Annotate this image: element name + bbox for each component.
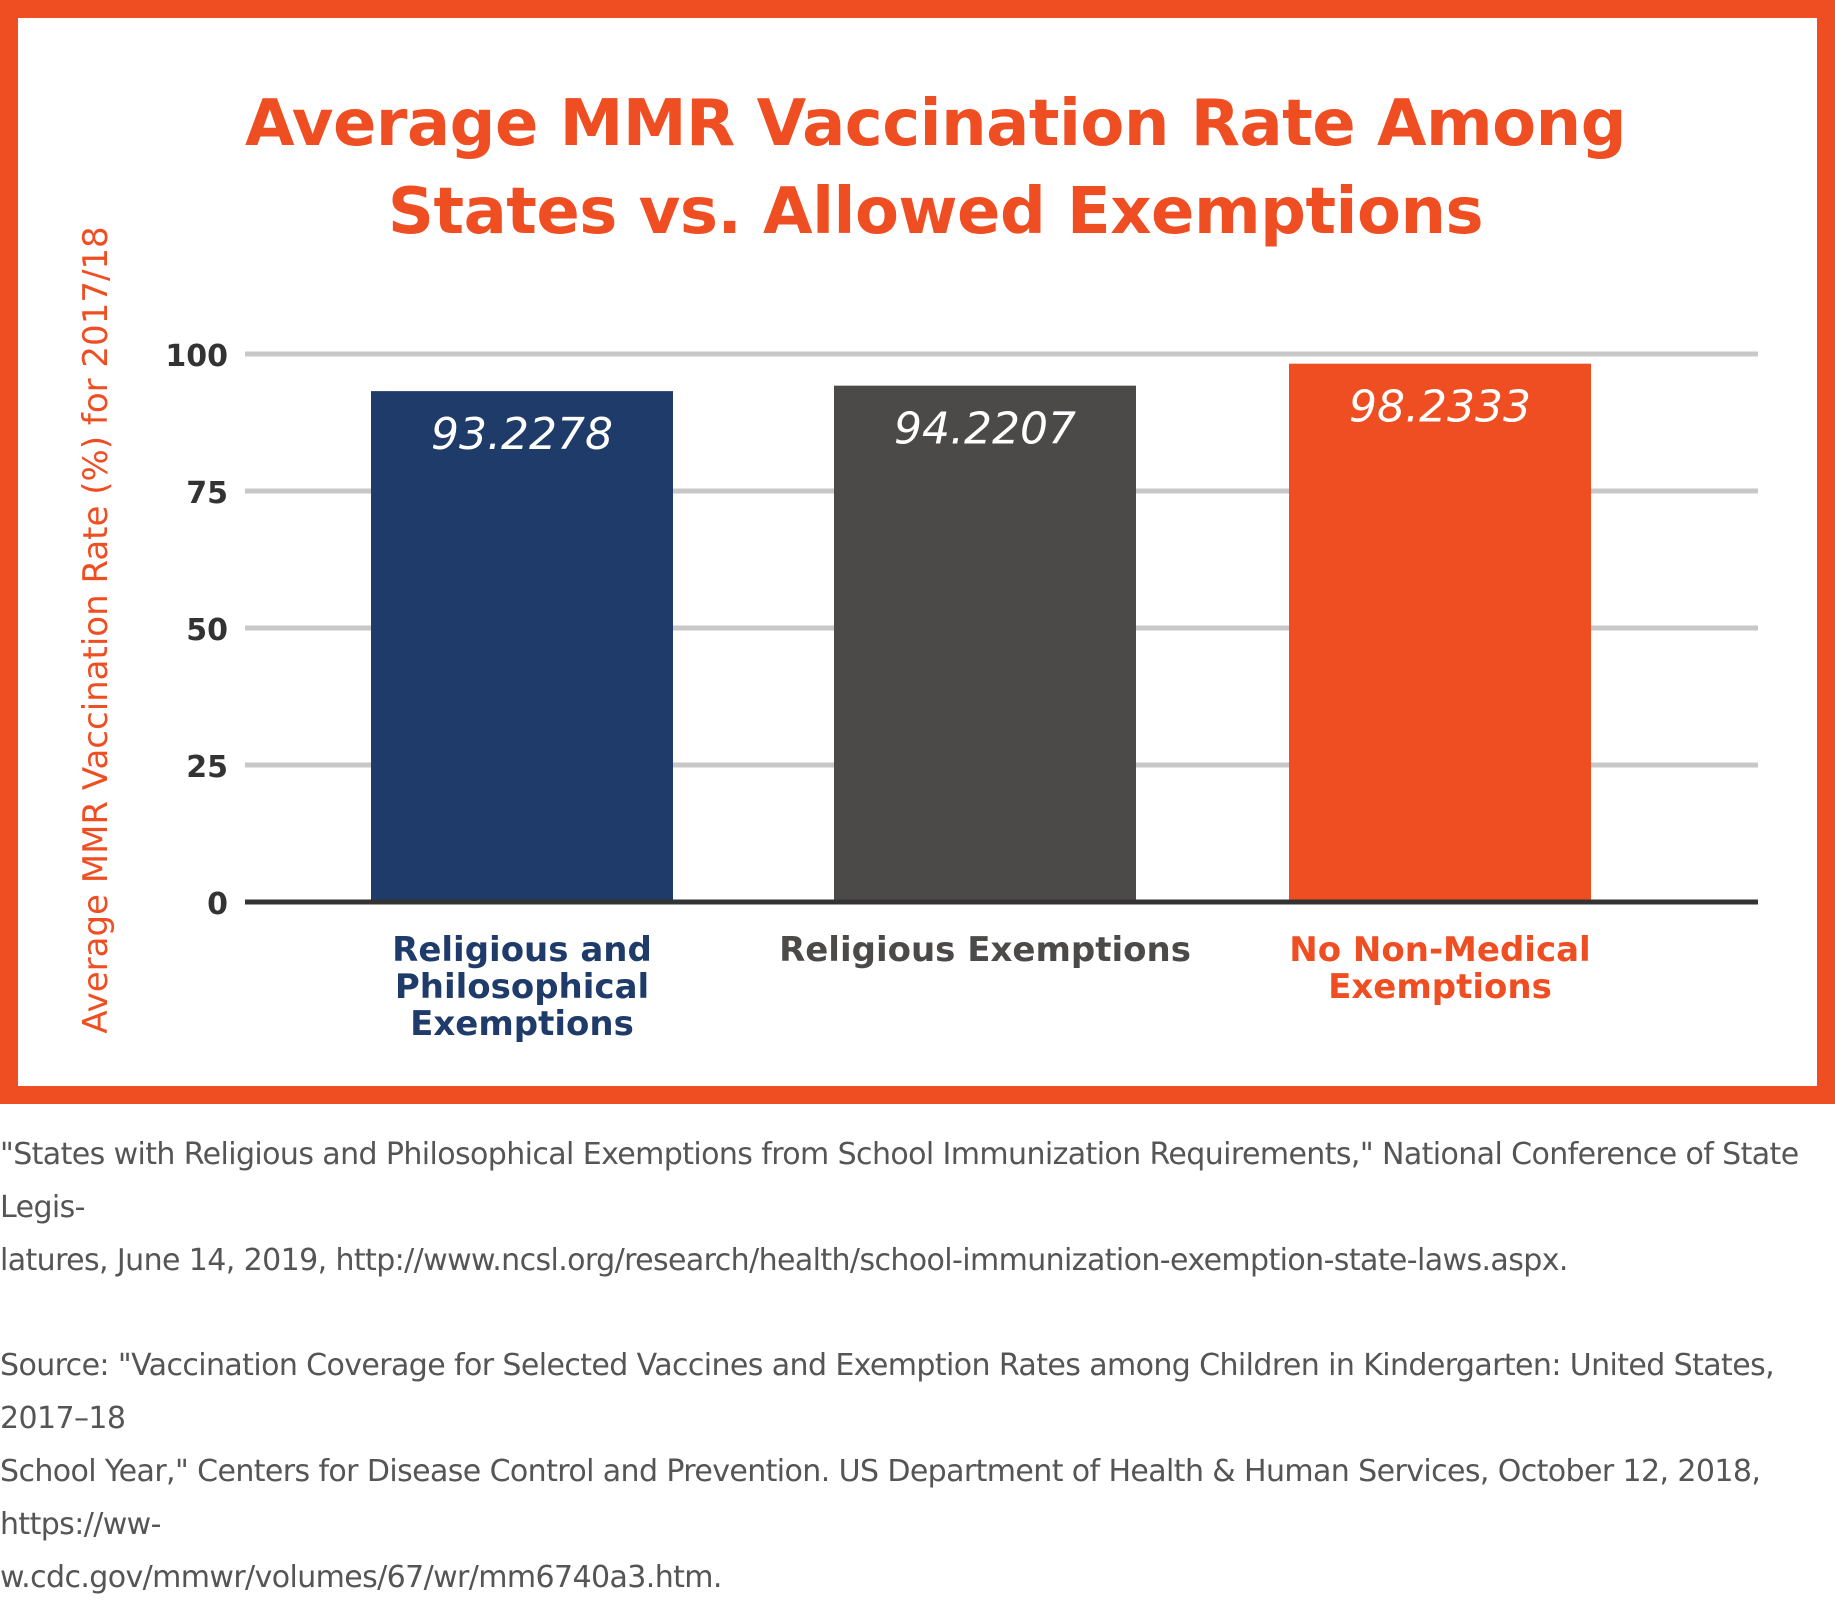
- y-tick-label-75: 75: [186, 476, 228, 511]
- bar-value-label-2: 94.2207: [894, 404, 1076, 455]
- x-category-label-1-line-1: Religious and: [392, 930, 652, 970]
- footnote-1-line-1: "States with Religious and Philosophical…: [0, 1137, 1799, 1225]
- chart-title: Average MMR Vaccination Rate Among State…: [18, 80, 1835, 256]
- x-category-label-2: Religious Exemptions: [779, 930, 1191, 970]
- chart-title-line-2: States vs. Allowed Exemptions: [387, 175, 1484, 249]
- y-tick-label-25: 25: [186, 750, 228, 785]
- footnote-2-line-2: School Year," Centers for Disease Contro…: [0, 1454, 1761, 1542]
- y-tick-label-50: 50: [186, 613, 228, 648]
- y-tick-label-0: 0: [207, 887, 228, 922]
- x-category-label-3: No Non-Medical Exemptions: [1289, 930, 1590, 1007]
- x-category-label-3-line-1: No Non-Medical: [1289, 930, 1590, 970]
- x-category-label-3-line-2: Exemptions: [1328, 967, 1552, 1007]
- bar-value-label-3: 98.2333: [1349, 382, 1531, 433]
- x-category-label-1-line-2: Philosophical: [395, 967, 649, 1007]
- bar-2: [834, 385, 1136, 903]
- y-tick-label-100: 100: [165, 339, 228, 374]
- x-category-label-1: Religious and Philosophical Exemptions: [392, 930, 652, 1044]
- bar-1: [371, 391, 673, 902]
- chart-title-line-1: Average MMR Vaccination Rate Among: [245, 87, 1627, 161]
- footnotes: "States with Religious and Philosophical…: [0, 1128, 1835, 1604]
- footnote-2-line-1: Source: "Vaccination Coverage for Select…: [0, 1348, 1775, 1436]
- bar-value-label-1: 93.2278: [431, 409, 613, 460]
- footnote-1-line-2: latures, June 14, 2019, http://www.ncsl.…: [0, 1243, 1568, 1278]
- bar-chart: 100 75 50 25 0 93.2278 94.2207 98.2333 Religious…: [165, 339, 1758, 1044]
- footnote-2-line-3: w.cdc.gov/mmwr/volumes/67/wr/mm6740a3.ht…: [0, 1560, 722, 1595]
- x-category-label-2-line-1: Religious Exemptions: [779, 930, 1191, 970]
- x-category-label-1-line-3: Exemptions: [410, 1004, 634, 1044]
- bar-3: [1289, 363, 1591, 902]
